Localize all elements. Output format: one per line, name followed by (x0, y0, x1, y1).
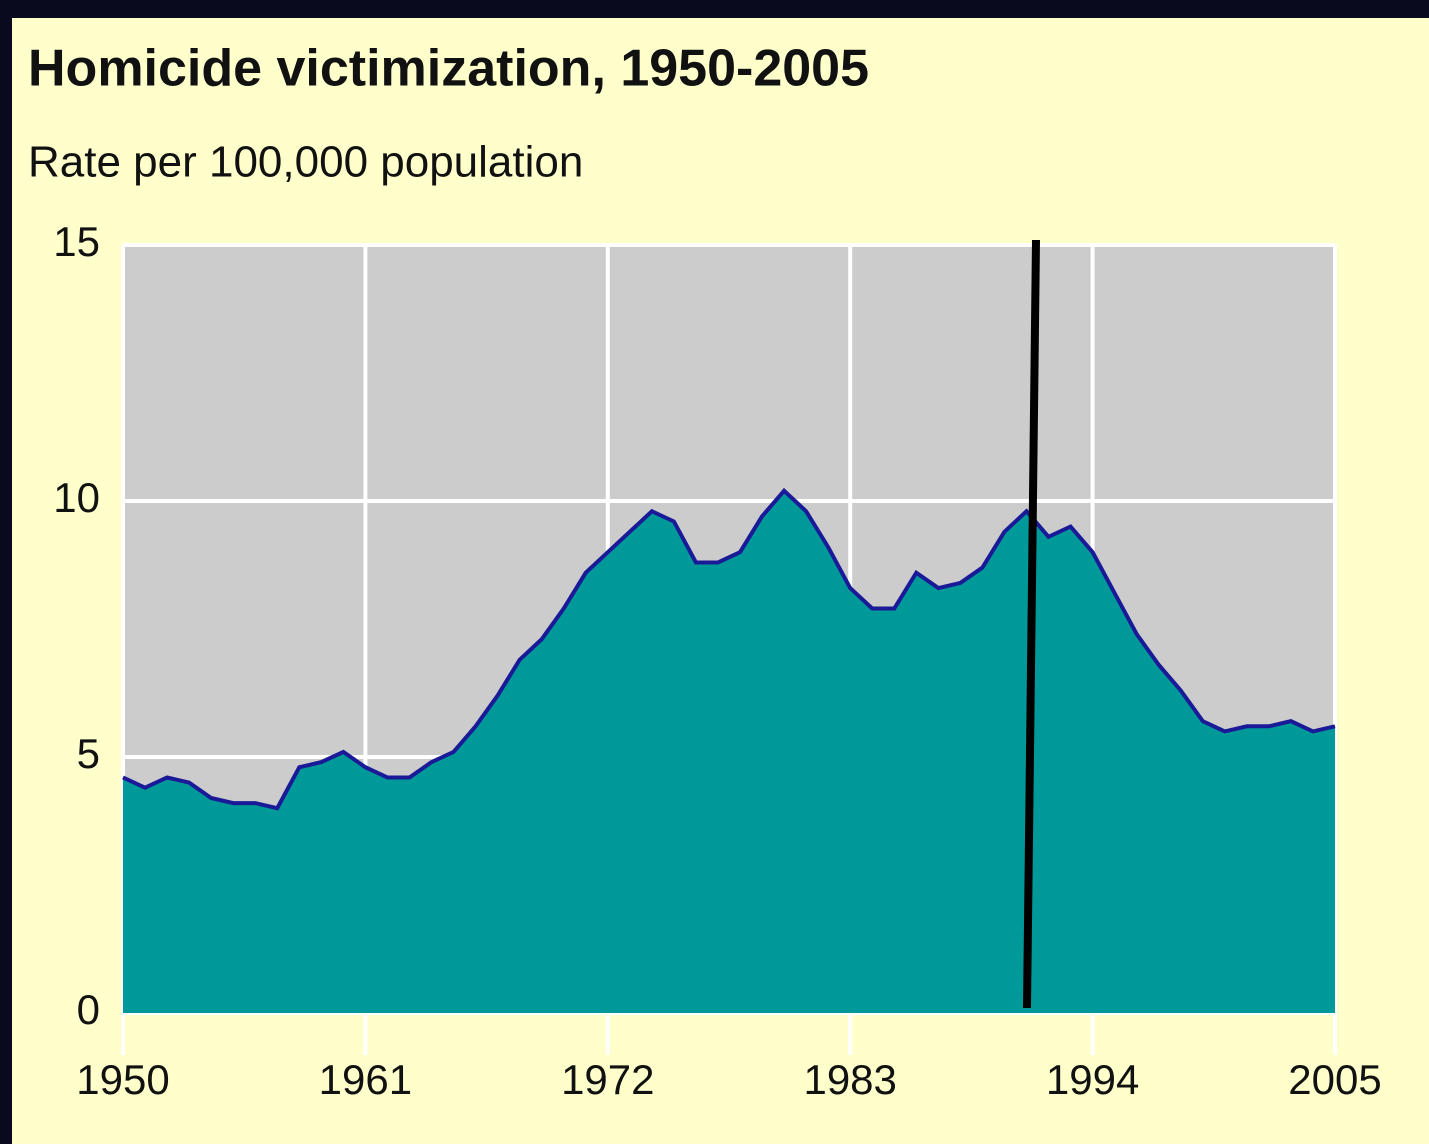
chart-title: Homicide victimization, 1950-2005 (28, 40, 869, 98)
x-tick-label: 2005 (1288, 1056, 1381, 1103)
x-tick-label: 1994 (1046, 1056, 1139, 1103)
annotation-line (1023, 239, 1040, 1009)
line (122, 487, 1336, 811)
chart-subtitle: Rate per 100,000 population (28, 138, 583, 187)
y-tick-label: 10 (53, 474, 100, 521)
x-tick-label: 1983 (803, 1056, 896, 1103)
y-tick-label: 0 (77, 986, 100, 1033)
y-tick-label: 5 (77, 730, 100, 777)
y-tick-label: 15 (53, 218, 100, 265)
x-tick-label: 1961 (319, 1056, 412, 1103)
x-tick-label: 1950 (76, 1056, 169, 1103)
x-tick-label: 1972 (561, 1056, 654, 1103)
